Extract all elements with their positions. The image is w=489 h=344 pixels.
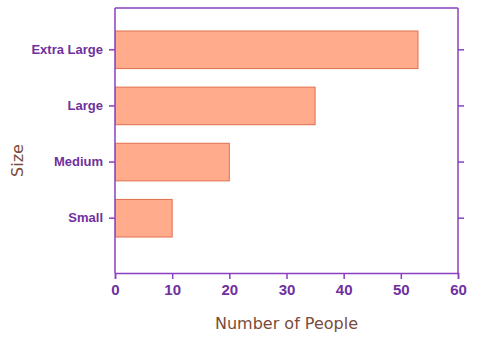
y-tick-label: Medium bbox=[54, 154, 103, 169]
right-tick-mark bbox=[458, 49, 464, 51]
y-axis-title: Size bbox=[8, 144, 27, 177]
right-tick bbox=[458, 49, 464, 50]
x-tick-mark bbox=[229, 273, 231, 279]
y-tick: Extra Large bbox=[31, 42, 115, 57]
bar bbox=[115, 31, 418, 69]
x-tick: 0 bbox=[111, 273, 119, 298]
y-tick-mark bbox=[109, 105, 115, 107]
y-tick: Small bbox=[68, 210, 115, 225]
x-tick-mark bbox=[458, 273, 460, 279]
x-tick-mark bbox=[343, 273, 345, 279]
x-tick: 40 bbox=[336, 273, 353, 298]
y-tick-mark bbox=[109, 161, 115, 163]
x-tick-label: 50 bbox=[393, 281, 410, 298]
x-tick-label: 40 bbox=[336, 281, 353, 298]
y-tick: Large bbox=[68, 98, 115, 113]
y-tick-label: Small bbox=[68, 210, 103, 225]
right-tick-mark bbox=[458, 161, 464, 163]
x-axis-line bbox=[116, 274, 459, 280]
right-tick bbox=[458, 105, 464, 106]
right-tick bbox=[458, 162, 464, 163]
x-tick-label: 20 bbox=[221, 281, 238, 298]
y-tick-mark bbox=[109, 217, 115, 219]
x-tick-mark bbox=[401, 273, 403, 279]
y-tick: Medium bbox=[54, 154, 115, 169]
y-axis-line bbox=[114, 8, 116, 273]
x-tick: 60 bbox=[450, 273, 467, 298]
x-tick: 10 bbox=[164, 273, 181, 298]
x-tick-mark bbox=[172, 273, 174, 279]
x-tick-label: 10 bbox=[164, 281, 181, 298]
right-tick bbox=[458, 218, 464, 219]
x-axis-title: Number of People bbox=[215, 314, 358, 333]
chart: 0 10 20 30 40 50 60 Extra Large Large Medium Small… bbox=[0, 0, 489, 344]
bar bbox=[115, 87, 315, 125]
plot: 0 10 20 30 40 50 60 Extra Large Large Medium Small bbox=[31, 8, 466, 298]
x-tick-label: 30 bbox=[279, 281, 296, 298]
x-tick-label: 0 bbox=[111, 281, 119, 298]
x-tick-mark bbox=[286, 273, 288, 279]
x-tick: 50 bbox=[393, 273, 410, 298]
right-tick-mark bbox=[458, 105, 464, 107]
x-tick: 30 bbox=[279, 273, 296, 298]
right-frame-line bbox=[457, 8, 459, 273]
frame-top bbox=[115, 7, 458, 9]
y-tick-label: Large bbox=[68, 98, 103, 113]
right-tick-mark bbox=[458, 217, 464, 219]
right-frame bbox=[458, 8, 464, 273]
y-tick-mark bbox=[109, 49, 115, 51]
x-axis: 0 10 20 30 40 50 60 bbox=[111, 273, 467, 298]
x-tick: 20 bbox=[221, 273, 238, 298]
bars bbox=[115, 31, 418, 237]
x-tick-mark bbox=[115, 273, 117, 279]
x-tick-label: 60 bbox=[450, 281, 467, 298]
y-tick-label: Extra Large bbox=[31, 42, 103, 57]
y-axis: Extra Large Large Medium Small bbox=[31, 8, 115, 273]
bar bbox=[115, 199, 172, 237]
bar bbox=[115, 143, 229, 181]
